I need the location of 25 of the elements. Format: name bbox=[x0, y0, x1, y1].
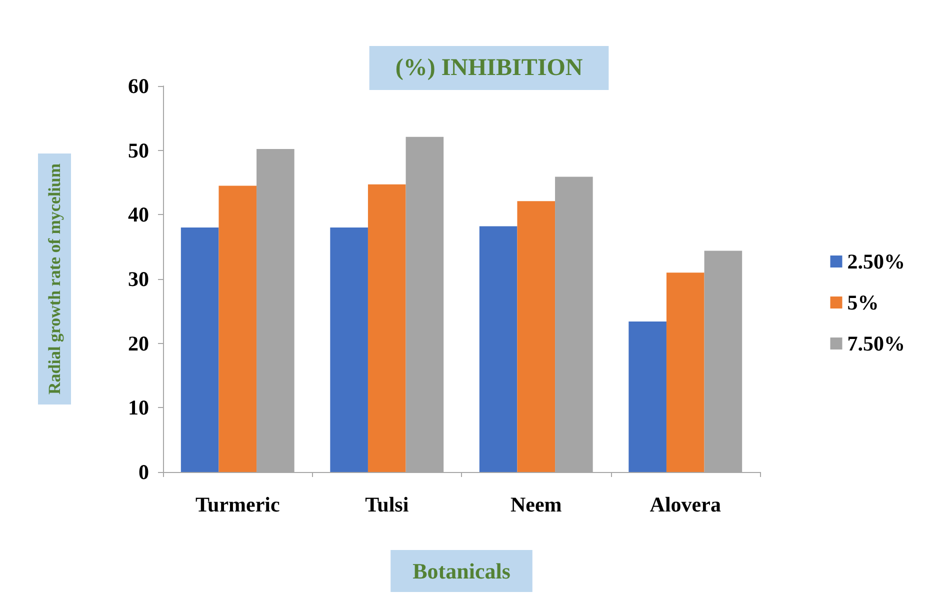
y-tick-label: 10 bbox=[128, 396, 149, 420]
legend-label: 2.50% bbox=[847, 250, 905, 274]
bar bbox=[368, 184, 406, 472]
y-tick-label: 0 bbox=[138, 460, 149, 484]
bar bbox=[330, 228, 368, 472]
x-axis-title: Botanicals bbox=[412, 558, 511, 584]
chart-title: (%) INHIBITION bbox=[395, 55, 584, 81]
legend-label: 7.50% bbox=[847, 332, 905, 356]
x-tick-label: Neem bbox=[510, 492, 562, 516]
legend-label: 5% bbox=[847, 290, 879, 314]
y-axis-title: Radial growth rate of mycelium bbox=[45, 163, 64, 395]
y-tick-label: 40 bbox=[128, 202, 149, 227]
bar bbox=[666, 272, 704, 472]
bar bbox=[628, 321, 666, 472]
y-tick-label: 20 bbox=[128, 331, 149, 356]
x-tick-label: Tulsi bbox=[365, 492, 409, 516]
x-tick-label: Turmeric bbox=[195, 492, 280, 516]
y-tick-label: 60 bbox=[128, 74, 149, 98]
bar bbox=[180, 228, 219, 472]
y-tick-label: 30 bbox=[128, 267, 149, 291]
bar bbox=[517, 201, 556, 472]
bar bbox=[218, 186, 257, 472]
y-tick-label: 50 bbox=[128, 138, 149, 162]
x-tick-label: Alovera bbox=[650, 492, 722, 516]
bar bbox=[479, 226, 518, 472]
